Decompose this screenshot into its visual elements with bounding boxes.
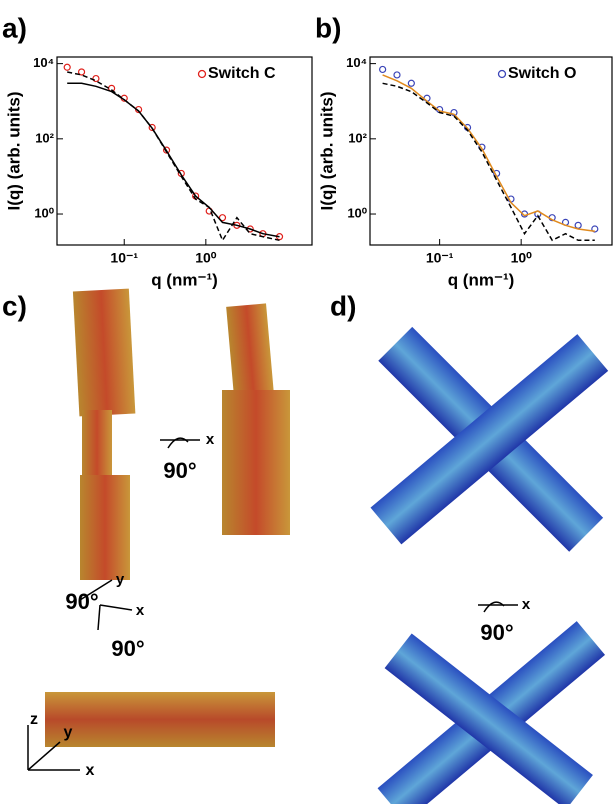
data-point [450,108,458,117]
annotation: 90° [480,620,513,645]
data-point [574,221,582,229]
legend-marker [497,69,507,79]
legend-label: Switch C [208,65,276,82]
plot-area [379,65,599,242]
annotation: x [86,762,95,779]
data-point [63,63,71,71]
data-point [162,146,171,154]
fit-line [382,82,595,242]
y-tick-label: 10⁴ [346,55,367,70]
rendering-c [45,288,290,747]
x-axis-label: q (nm⁻¹) [448,270,515,289]
plot-frame [369,56,613,246]
annotation: x [136,602,145,619]
y-tick-label: 10² [348,130,367,145]
annotation: x [206,431,215,448]
data-point [218,214,227,222]
data-point [393,71,401,79]
data-point [148,123,156,132]
y-tick-label: 10⁰ [347,205,367,220]
x-tick-label: 10⁻¹ [110,250,138,266]
y-axis-label: I(q) (arb. units) [317,92,336,211]
x-tick-label: 10⁰ [195,250,217,266]
y-tick-label: 10² [35,130,54,145]
data-point [77,68,86,76]
annotation: z [30,711,38,728]
fit-line [67,82,280,238]
data-point [92,74,100,83]
panel-label: a) [2,12,27,43]
x-tick-label: 10⁰ [511,250,533,266]
legend-label: Switch O [508,65,576,82]
fit-line [67,71,280,242]
annotation: y [64,724,73,741]
annotation: 90° [65,589,98,614]
legend-marker [197,69,207,79]
y-axis-label: I(q) (arb. units) [4,92,23,211]
y-tick-label: 10⁰ [34,205,54,220]
data-point [407,79,415,87]
rendering-d [370,326,609,804]
y-tick-label: 10⁴ [33,55,54,70]
annotation: 90° [111,636,144,661]
panel-label: b) [315,12,341,43]
plot-frame [56,56,313,246]
data-point [379,65,387,74]
annotation: x [522,596,531,613]
fit-line [382,74,595,232]
axes-icons [27,437,518,771]
annotation: y [116,571,125,588]
plot-area [63,63,284,242]
panel-label: d) [330,290,356,321]
data-point [591,225,599,233]
x-tick-label: 10⁻¹ [426,250,454,266]
x-axis-label: q (nm⁻¹) [151,270,218,289]
annotation: 90° [163,458,196,483]
panel-label: c) [2,290,27,321]
